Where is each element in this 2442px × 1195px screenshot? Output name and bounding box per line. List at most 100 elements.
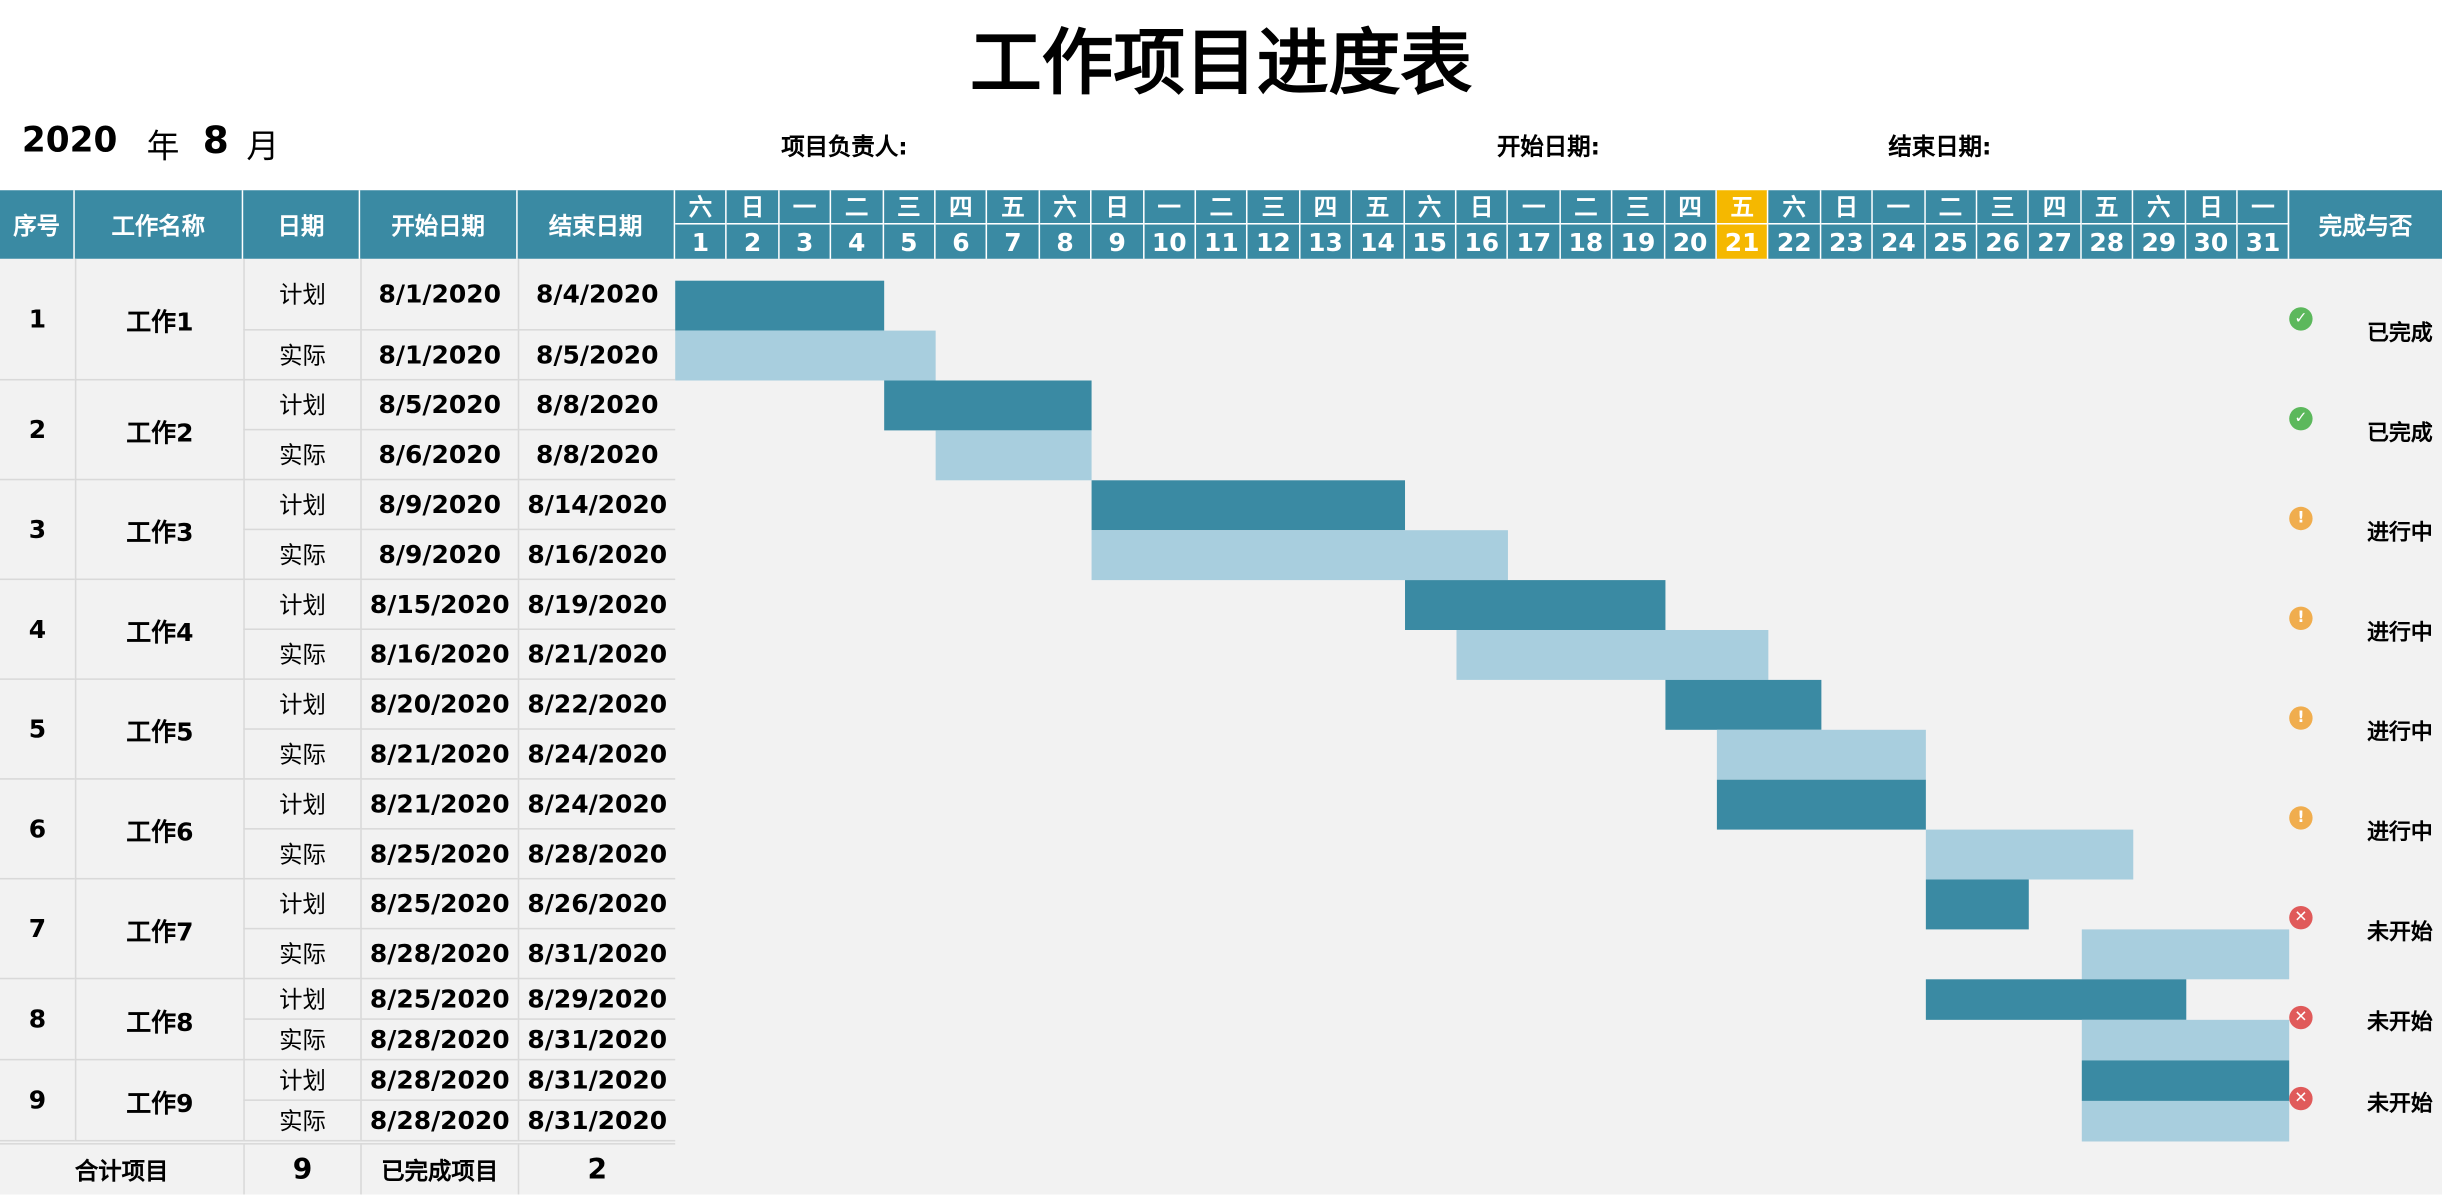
weekday-cell: 三	[883, 190, 936, 225]
day-number-cell: 18	[1560, 224, 1613, 259]
status-text: 已完成	[2367, 421, 2433, 446]
day-number-cell: 13	[1300, 224, 1353, 259]
weekday-cell: 六	[675, 190, 728, 225]
plan-start-date: 8/1/2020	[360, 258, 518, 331]
day-number-cell: 14	[1352, 224, 1405, 259]
actual-label: 实际	[243, 330, 361, 381]
day-number-cell: 19	[1612, 224, 1665, 259]
status-text: 已完成	[2367, 321, 2433, 347]
year-unit: 年	[146, 127, 180, 166]
plan-start-date: 8/9/2020	[360, 480, 518, 531]
actual-bar	[2081, 1019, 2290, 1061]
actual-end-date: 8/31/2020	[517, 1100, 676, 1142]
day-number-cell: 24	[1873, 224, 1926, 259]
plan-end-date: 8/19/2020	[517, 580, 676, 630]
weekday-cell: 二	[1925, 190, 1978, 225]
actual-bar	[1456, 629, 1769, 680]
status-text: 进行中	[2367, 620, 2433, 646]
weekday-cell: 四	[935, 190, 988, 225]
actual-label: 实际	[243, 829, 361, 880]
status-text: 未开始	[2367, 920, 2433, 945]
weekday-cell: 六	[2133, 190, 2186, 225]
actual-bar	[1925, 829, 2134, 880]
actual-start-date: 8/21/2020	[360, 729, 518, 780]
warning-circle-icon: !	[2289, 706, 2313, 730]
task-number: 1	[0, 259, 75, 381]
weekday-cell: 四	[1664, 190, 1717, 225]
status-text: 进行中	[2367, 820, 2433, 846]
plan-label: 计划	[243, 380, 361, 431]
plan-label: 计划	[243, 679, 361, 730]
weekday-cell: 二	[1560, 190, 1613, 225]
day-number-cell: 7	[987, 224, 1040, 259]
day-number-cell: 30	[2185, 224, 2238, 259]
actual-label: 实际	[243, 430, 361, 481]
check-circle-icon: ✓	[2289, 307, 2313, 331]
plan-end-date: 8/29/2020	[517, 979, 676, 1020]
actual-bar	[675, 330, 936, 381]
plan-bar	[883, 380, 1092, 431]
day-number-cell: 10	[1143, 224, 1197, 259]
day-number-cell: 1	[675, 224, 728, 259]
day-number-cell: 20	[1664, 224, 1717, 259]
plan-end-date: 8/26/2020	[517, 879, 676, 930]
actual-end-date: 8/31/2020	[517, 1019, 676, 1061]
day-number-cell: 11	[1196, 224, 1249, 259]
task-name: 工作6	[74, 779, 244, 880]
actual-end-date: 8/21/2020	[517, 629, 676, 680]
day-number-cell: 8	[1039, 224, 1092, 259]
actual-end-date: 8/8/2020	[517, 430, 676, 481]
plan-end-date: 8/22/2020	[517, 679, 676, 730]
plan-label: 计划	[243, 480, 361, 531]
header-no: 序号	[0, 190, 75, 259]
weekday-cell: 四	[2029, 190, 2082, 225]
plan-label: 计划	[243, 979, 361, 1020]
actual-bar	[1716, 729, 1926, 780]
plan-start-date: 8/20/2020	[360, 679, 518, 730]
plan-end-date: 8/8/2020	[517, 380, 676, 431]
day-number-cell: 15	[1404, 224, 1457, 259]
task-number: 3	[0, 480, 75, 581]
day-number-cell: 21	[1716, 224, 1769, 259]
weekday-cell: 一	[1143, 190, 1197, 225]
weekday-cell: 一	[1508, 190, 1561, 225]
task-number: 5	[0, 680, 75, 780]
cross-circle-icon: ✕	[2289, 1005, 2313, 1030]
plan-start-date: 8/5/2020	[360, 380, 518, 431]
weekday-cell: 六	[1039, 190, 1092, 225]
plan-start-date: 8/25/2020	[360, 879, 518, 930]
header-date: 日期	[243, 190, 361, 259]
actual-label: 实际	[243, 629, 361, 680]
plan-label: 计划	[243, 779, 361, 830]
actual-end-date: 8/28/2020	[517, 829, 676, 880]
warning-circle-icon: !	[2289, 806, 2313, 830]
weekday-cell: 五	[987, 190, 1040, 225]
weekday-cell: 一	[2237, 190, 2290, 225]
cross-circle-icon: ✕	[2289, 1086, 2313, 1111]
weekday-cell: 四	[1300, 190, 1353, 225]
plan-start-date: 8/15/2020	[360, 580, 518, 630]
status-text: 未开始	[2367, 1010, 2433, 1036]
actual-start-date: 8/28/2020	[360, 1100, 518, 1142]
summary-total-label: 合计项目	[0, 1143, 244, 1194]
day-number-cell: 16	[1456, 224, 1509, 259]
plan-bar	[1716, 779, 1926, 830]
actual-end-date: 8/5/2020	[517, 330, 676, 381]
actual-start-date: 8/1/2020	[360, 330, 518, 381]
day-number-cell: 25	[1925, 224, 1978, 259]
plan-bar	[675, 280, 884, 331]
start-date-label: 开始日期:	[1497, 132, 1600, 161]
task-number: 7	[0, 880, 75, 980]
day-number-cell: 29	[2133, 224, 2186, 259]
weekday-cell: 六	[1768, 190, 1822, 225]
actual-bar	[2081, 1100, 2290, 1142]
weekday-cell: 三	[1612, 190, 1665, 225]
task-name: 工作1	[74, 258, 244, 381]
plan-label: 计划	[243, 1060, 361, 1101]
task-name: 工作2	[74, 380, 244, 481]
weekday-cell: 日	[1821, 190, 1874, 225]
weekday-cell: 一	[779, 190, 832, 225]
month-unit: 月	[246, 127, 280, 166]
day-number-cell: 5	[883, 224, 936, 259]
actual-bar	[935, 430, 1092, 481]
